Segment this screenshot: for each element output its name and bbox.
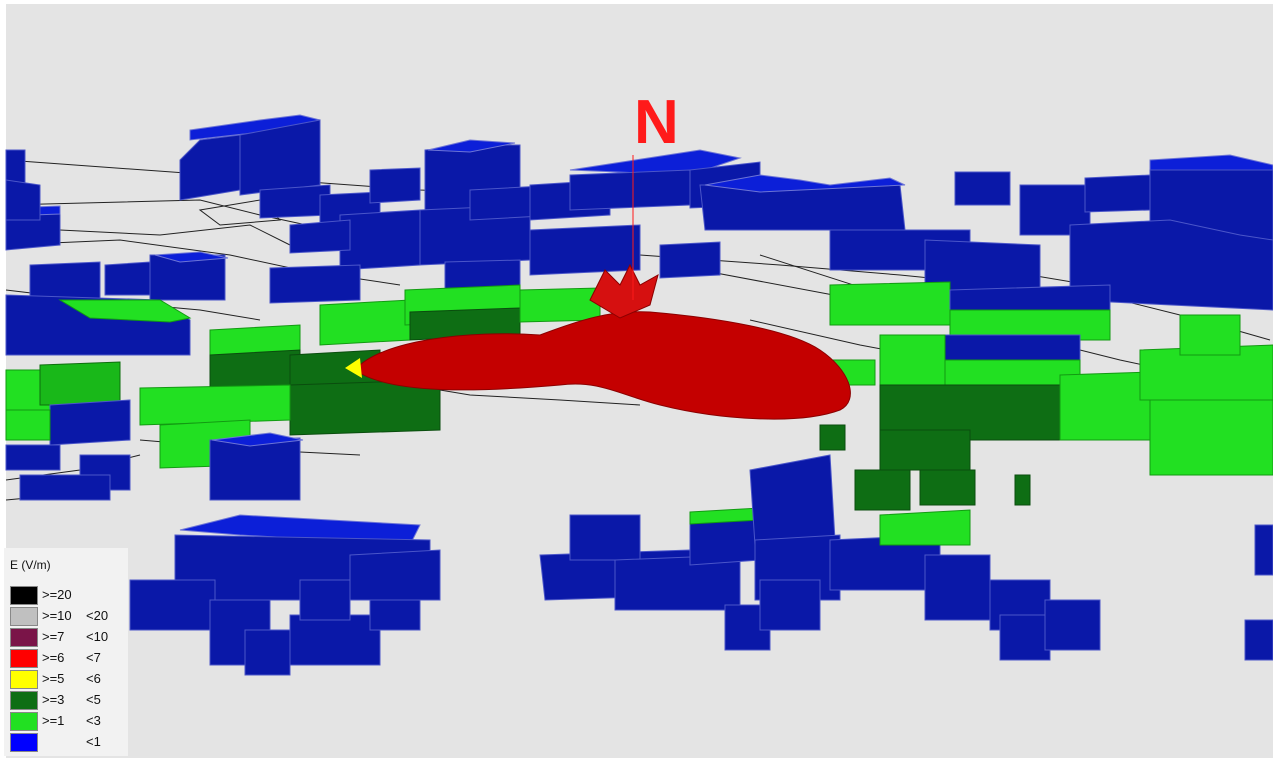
legend-swatch-black — [10, 586, 38, 605]
legend-upper: <3 — [86, 713, 101, 728]
legend-lower: >=20 — [42, 587, 72, 602]
legend-row: >=20 — [8, 586, 128, 606]
legend-upper: <6 — [86, 671, 101, 686]
field-strength-legend: E (V/m) >=20 >=10 <20 >=7 <10 >=6 <7 >=5… — [4, 548, 128, 756]
legend-row: >=3 <5 — [8, 691, 128, 711]
buildings-near — [129, 454, 1273, 676]
legend-swatch-dark-green — [10, 691, 38, 710]
legend-swatch-green — [10, 712, 38, 731]
legend-upper: <7 — [86, 650, 101, 665]
legend-swatch-red — [10, 649, 38, 668]
legend-lower: >=10 — [42, 608, 72, 623]
legend-lower: >=7 — [42, 629, 65, 644]
field-radiation-pattern — [345, 155, 851, 420]
legend-row: >=7 <10 — [8, 628, 128, 648]
legend-lower: >=3 — [42, 692, 65, 707]
legend-row: >=6 <7 — [8, 649, 128, 669]
legend-upper: <20 — [86, 608, 109, 623]
legend-upper: <1 — [86, 734, 101, 749]
legend-upper: <5 — [86, 692, 101, 707]
legend-row: >=5 <6 — [8, 670, 128, 690]
legend-row: >=10 <20 — [8, 607, 128, 627]
legend-row: >=1 <3 — [8, 712, 128, 732]
legend-upper: <10 — [86, 629, 109, 644]
legend-swatch-yellow — [10, 670, 38, 689]
legend-title: E (V/m) — [10, 558, 51, 572]
buildings-mid — [5, 281, 1273, 511]
legend-swatch-gray — [10, 607, 38, 626]
legend-swatch-maroon — [10, 628, 38, 647]
legend-row: <1 — [8, 733, 128, 753]
legend-lower: >=6 — [42, 650, 65, 665]
legend-lower: >=1 — [42, 713, 65, 728]
legend-swatch-blue — [10, 733, 38, 752]
buildings-far — [5, 114, 1273, 311]
north-indicator: N — [634, 88, 679, 157]
legend-lower: >=5 — [42, 671, 65, 686]
